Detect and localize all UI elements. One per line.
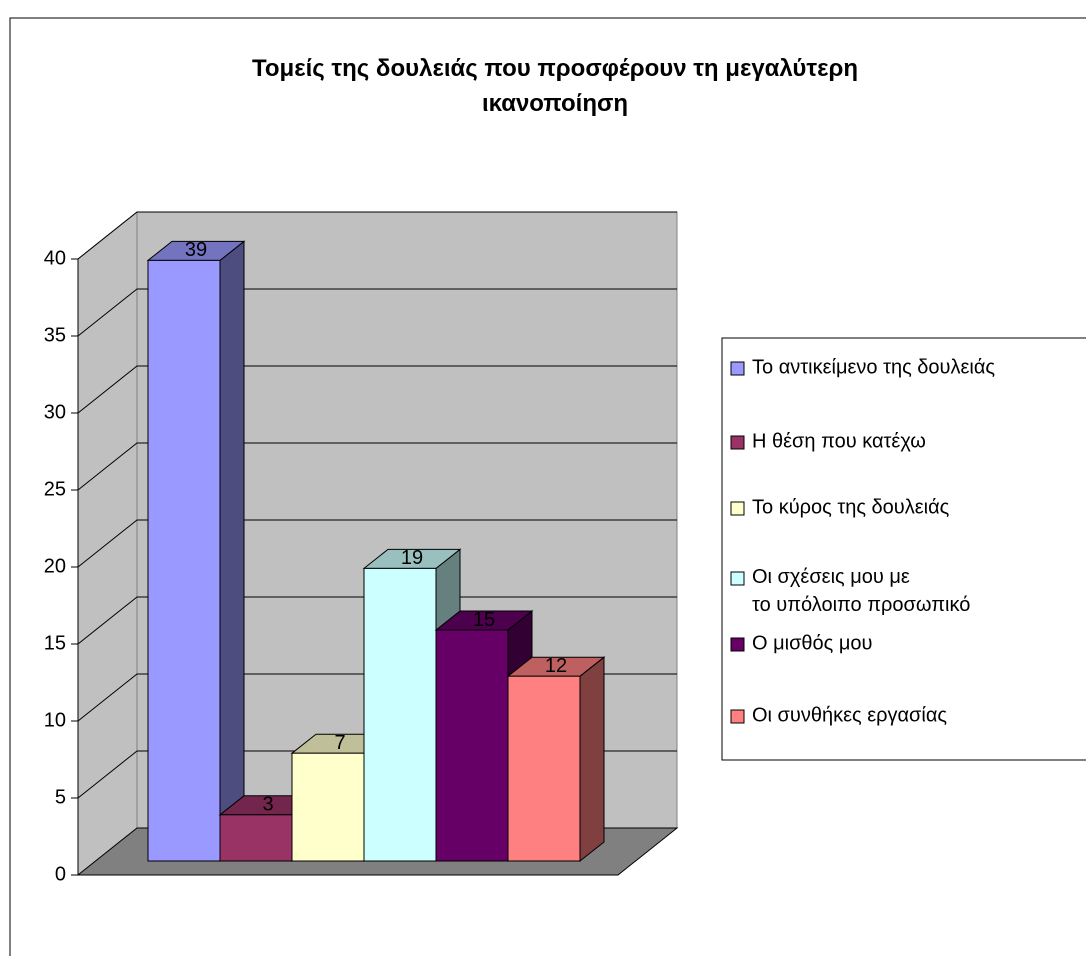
legend-label: Ο μισθός μου bbox=[752, 632, 872, 654]
legend: Το αντικείμενο της δουλειάς Η θέση που κα… bbox=[721, 337, 1086, 761]
bar-front bbox=[147, 259, 221, 862]
bar bbox=[506, 656, 606, 863]
legend-swatch bbox=[730, 709, 745, 724]
grid-line bbox=[77, 211, 677, 260]
y-tick-label: 40 bbox=[44, 247, 66, 269]
legend-label: Το κύρος της δουλειάς bbox=[752, 496, 950, 518]
grid-line bbox=[77, 365, 677, 414]
chart-title: Τομείς της δουλειάς που προσφέρουν τη με… bbox=[252, 55, 858, 117]
legend-swatch bbox=[730, 501, 745, 516]
bar bbox=[146, 240, 246, 863]
grid-line bbox=[77, 596, 677, 645]
legend-frame bbox=[721, 337, 1086, 761]
y-tick-label: 35 bbox=[44, 324, 66, 346]
value-label: 39 bbox=[185, 239, 207, 261]
y-tick-label: 25 bbox=[44, 478, 66, 500]
bar-front bbox=[435, 629, 509, 862]
y-tick-label: 5 bbox=[55, 786, 66, 808]
grid-line bbox=[77, 442, 677, 491]
value-label: 12 bbox=[545, 655, 567, 677]
y-tick-label: 10 bbox=[44, 709, 66, 731]
legend-swatch bbox=[730, 637, 745, 652]
bar-front bbox=[507, 675, 581, 862]
legend-swatch bbox=[730, 361, 745, 376]
y-tick-label: 20 bbox=[44, 555, 66, 577]
value-label: 15 bbox=[473, 609, 495, 631]
legend-label: Οι συνθήκες εργασίας bbox=[752, 704, 947, 726]
value-label: 7 bbox=[334, 732, 345, 754]
y-tick-label: 0 bbox=[55, 863, 66, 885]
legend-label: Το αντικείμενο της δουλειάς bbox=[752, 356, 995, 378]
legend-swatch bbox=[730, 571, 745, 586]
grid-line bbox=[77, 288, 677, 337]
bar-front bbox=[219, 814, 293, 862]
bar-front bbox=[363, 567, 437, 862]
legend-label: Η θέση που κατέχω bbox=[752, 430, 926, 452]
y-tick-label: 30 bbox=[44, 401, 66, 423]
bar-side bbox=[219, 240, 245, 863]
value-label: 3 bbox=[262, 794, 273, 816]
legend-label: Οι σχέσεις μου με το υπόλοιπο προσωπικό bbox=[752, 566, 970, 616]
legend-swatch bbox=[730, 435, 745, 450]
y-tick-label: 15 bbox=[44, 632, 66, 654]
value-label: 19 bbox=[401, 547, 423, 569]
bar-side bbox=[579, 656, 605, 863]
bar-front bbox=[291, 752, 365, 862]
grid-line bbox=[77, 519, 677, 568]
